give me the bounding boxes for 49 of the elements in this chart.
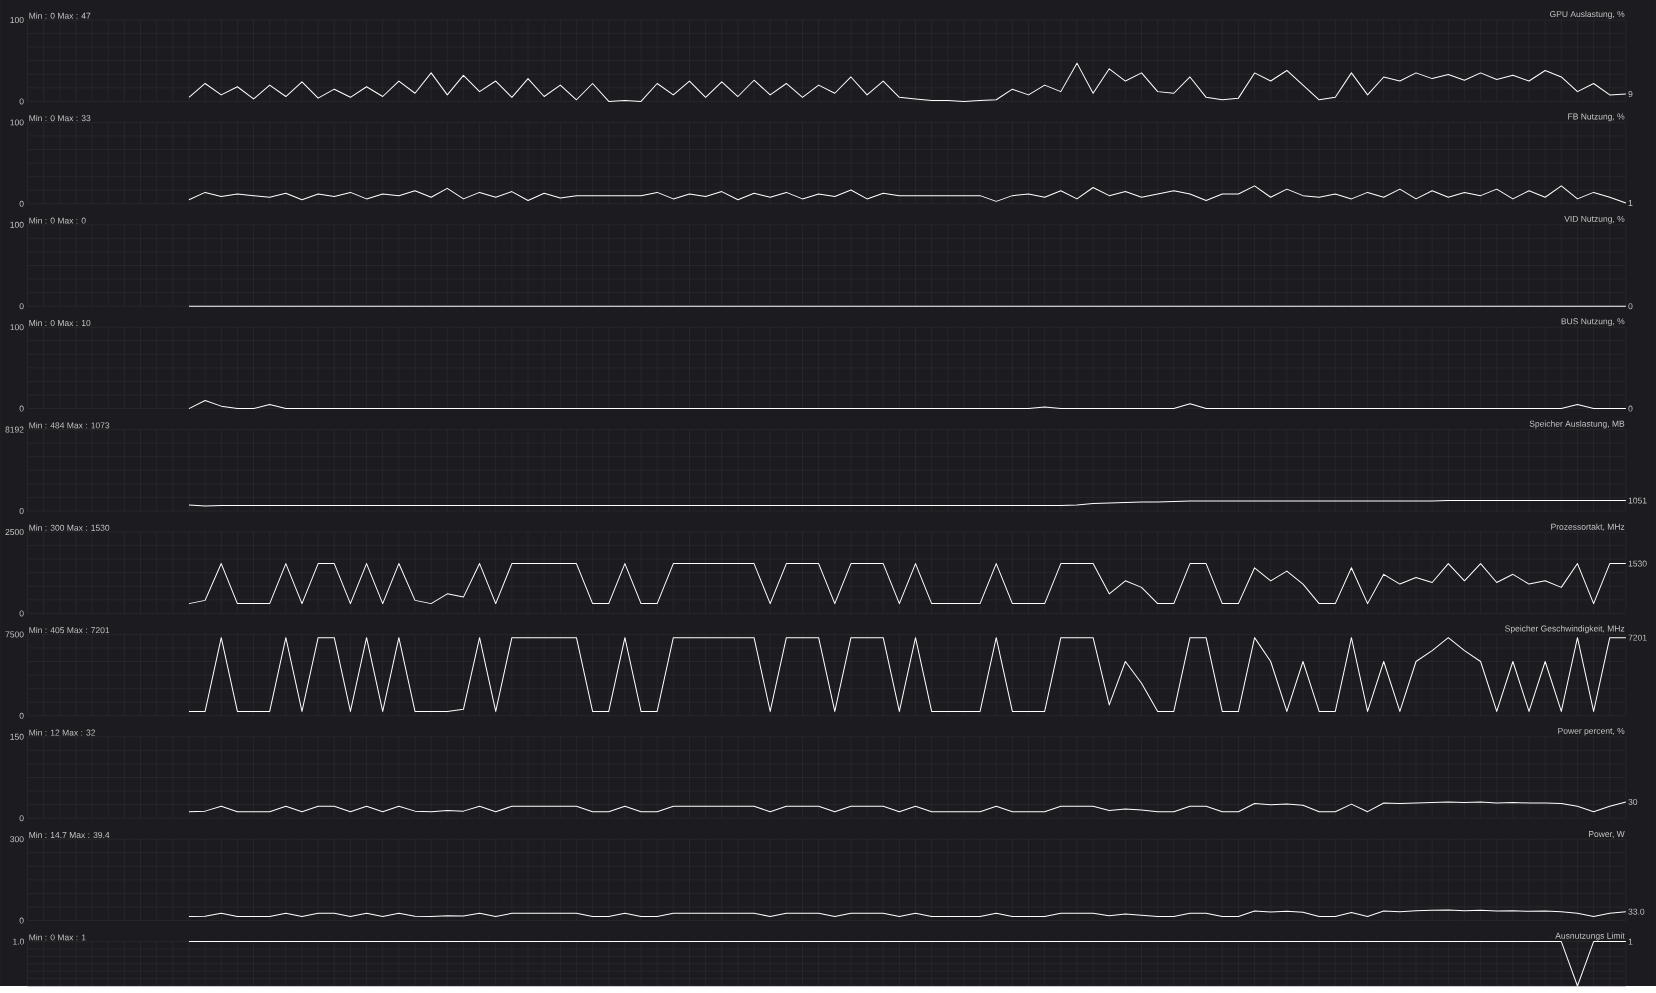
text: Min : 0 Max : 0 xyxy=(29,217,86,224)
y-tick-label: 0 xyxy=(19,917,24,924)
y-tick-label: 100 xyxy=(10,221,24,228)
chart-title: Prozessortakt, MHz xyxy=(1551,523,1625,531)
y-tick-label: 150 xyxy=(10,733,24,740)
y-tick-label: 0 xyxy=(19,98,24,105)
text: Min : 14.7 Max : 39.4 xyxy=(29,831,110,839)
text: Min : 484 Max : 1073 xyxy=(29,422,110,429)
chart-title: Ausnutzungs Limit xyxy=(1555,932,1625,941)
text: Min : 0 Max : 1 xyxy=(29,934,86,941)
chart-title: Speicher Auslastung, MB xyxy=(1529,420,1625,429)
text: Min : 300 Max : 1530 xyxy=(29,524,110,531)
chart-title: GPU Auslastung, % xyxy=(1550,10,1625,19)
text: Min : 12 Max : 32 xyxy=(29,729,96,736)
y-tick-label: 300 xyxy=(10,836,24,843)
y-tick-label: 100 xyxy=(10,17,24,24)
y-tick-label: 100 xyxy=(10,119,24,126)
y-tick-label: 7500 xyxy=(5,631,24,638)
y-tick-label: 2500 xyxy=(5,529,24,536)
text: 0 xyxy=(1628,405,1633,412)
text: 30 xyxy=(1628,798,1638,805)
y-tick-label: 0 xyxy=(19,815,24,822)
y-tick-label: 100 xyxy=(10,324,24,331)
text: 1530 xyxy=(1628,560,1647,567)
text: 9 xyxy=(1628,91,1633,98)
y-tick-label: 0 xyxy=(19,200,24,207)
text: 1051 xyxy=(1628,497,1647,504)
text: Min : 0 Max : 47 xyxy=(29,12,91,19)
text: 1 xyxy=(1628,200,1633,206)
text: 1 xyxy=(1628,938,1633,945)
y-tick-label: 0 xyxy=(19,303,24,310)
chart-title: Speicher Geschwindigkeit, MHz xyxy=(1505,625,1625,634)
chart-title: VID Nutzung, % xyxy=(1564,215,1625,224)
text: 33.0 xyxy=(1628,908,1645,915)
chart-title: FB Nutzung, % xyxy=(1568,113,1625,122)
y-tick-label: 0 xyxy=(19,610,24,617)
text: 1.0 xyxy=(13,938,24,945)
chart-title: BUS Nutzung, % xyxy=(1561,318,1625,327)
y-tick-label: 0 xyxy=(19,508,24,515)
y-tick-label: 8192 xyxy=(5,426,24,433)
chart-title: Power, W xyxy=(1589,831,1625,839)
y-tick-label: 0 xyxy=(19,712,24,719)
text: Min : 0 Max : 10 xyxy=(29,319,91,327)
text: Min : 405 Max : 7201 xyxy=(29,627,110,634)
text: 0 xyxy=(1628,303,1633,310)
y-tick-label: 0 xyxy=(19,405,24,412)
chart-title: Power percent, % xyxy=(1558,727,1625,736)
text: Min : 0 Max : 33 xyxy=(29,115,91,122)
text: 7201 xyxy=(1628,634,1647,641)
